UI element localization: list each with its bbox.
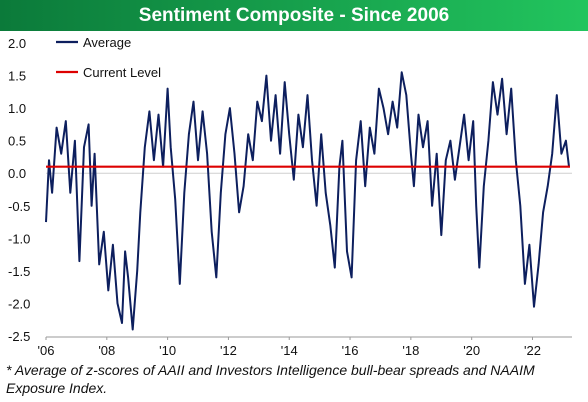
legend-average-label: Average	[83, 35, 131, 50]
y-tick-label: -0.5	[8, 199, 30, 214]
x-tick-label: '22	[524, 343, 541, 358]
x-tick-label: '12	[220, 343, 237, 358]
x-tick-label: '14	[281, 343, 298, 358]
x-tick-label: '18	[402, 343, 419, 358]
y-tick-label: 0.5	[8, 134, 26, 149]
y-tick-label: -2.5	[8, 329, 30, 344]
legend-current-label: Current Level	[83, 65, 161, 80]
y-tick-label: 0.0	[8, 166, 26, 181]
x-tick-label: '06	[38, 343, 55, 358]
chart-plot-area: 2.0 1.5 1.0 0.5 0.0 -0.5 -1.0 -1.5 -2.0 -2.5 '06 '0…	[8, 35, 572, 358]
y-tick-label: 1.0	[8, 101, 26, 116]
y-tick-label: 2.0	[8, 36, 26, 51]
y-tick-label: -1.0	[8, 231, 30, 246]
y-tick-label: 1.5	[8, 69, 26, 84]
x-tick-label: '10	[159, 343, 176, 358]
y-tick-label: -2.0	[8, 296, 30, 311]
chart-title: Sentiment Composite - Since 2006	[138, 4, 450, 26]
x-tick-label: '08	[98, 343, 115, 358]
title-bar: Sentiment Composite - Since 2006	[0, 0, 588, 31]
y-tick-label: -1.5	[8, 264, 30, 279]
x-tick-label: '16	[342, 343, 359, 358]
footnote: * Average of z-scores of AAII and Invest…	[6, 362, 535, 396]
average-series-line	[45, 71, 570, 331]
x-tick-label: '20	[463, 343, 480, 358]
